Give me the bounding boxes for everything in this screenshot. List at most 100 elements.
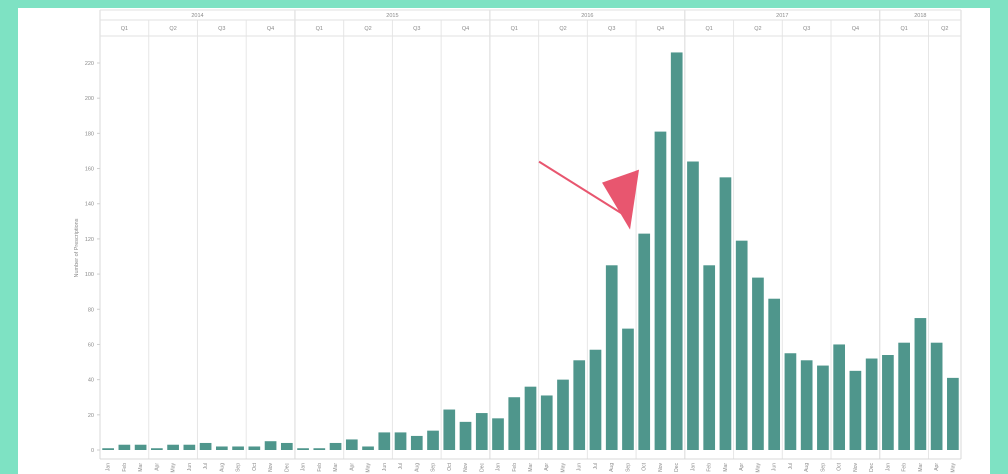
bar [118, 444, 131, 450]
x-tick-label: Feb [902, 463, 908, 472]
bar [215, 446, 228, 450]
quarter-label: Q4 [462, 26, 469, 32]
bar [427, 430, 439, 450]
bar [232, 446, 244, 450]
bar [784, 353, 797, 450]
prescriptions-bar-chart: Q1 Q2 Q3 Q4 2014 Q1 Q2 Q3 Q4 2015 Q1 Q2 Q3 Q4 2016 Q1 Q2… [74, 9, 962, 472]
x-tick-label: Nov [463, 463, 469, 472]
x-tick-label: Sep [431, 463, 437, 472]
bar [654, 131, 667, 450]
bar [443, 409, 456, 450]
x-tick-label: Apr [349, 463, 355, 471]
bar [264, 441, 277, 450]
column-header: Q1 Q2 Q3 Q4 2014 Q1 Q2 Q3 Q4 2015 Q1 Q2 Q3 Q4 2016 Q1 Q2… [100, 9, 961, 37]
bar [199, 442, 212, 450]
x-tick-label: Mar [138, 463, 144, 472]
quarter-label: Q4 [267, 26, 274, 32]
year-label: 2015 [386, 13, 398, 19]
x-tick-label: Nov [658, 463, 664, 472]
y-tick-label: 100 [85, 272, 94, 278]
bar [800, 360, 813, 450]
x-tick-label: Mar [333, 463, 339, 472]
bar [248, 446, 261, 450]
bar [752, 277, 764, 450]
bar [134, 444, 147, 450]
bar [898, 342, 910, 450]
x-tick-label: Oct [252, 462, 258, 470]
x-tick-label: Sep [625, 463, 631, 472]
x-tick-label: Mar [918, 463, 924, 472]
bar [394, 432, 407, 450]
x-tick-label: Jan [885, 463, 891, 471]
x-tick-label: Jan [496, 463, 502, 471]
arrow-head [602, 169, 640, 230]
x-tick-label: Apr [739, 463, 745, 471]
annotation [538, 160, 640, 230]
bars [102, 52, 959, 450]
bar [410, 435, 423, 450]
bar [362, 446, 374, 450]
year-label: 2014 [191, 13, 203, 19]
quarter-label: Q2 [754, 26, 761, 32]
bar [703, 265, 716, 450]
bar [605, 265, 618, 450]
x-tick-label: Jul [788, 463, 794, 469]
bar [914, 318, 927, 450]
arrow-shaft [538, 160, 623, 215]
bar [849, 370, 862, 450]
bar [167, 444, 179, 450]
x-tick-label: Jul [398, 463, 404, 469]
quarter-label: Q2 [941, 26, 948, 32]
year-label: 2018 [914, 13, 926, 19]
bar [540, 395, 553, 450]
bar [768, 298, 781, 450]
y-axis-title: Number of Prescriptions [74, 218, 80, 277]
y-tick-label: 180 [85, 131, 94, 137]
bar [459, 421, 472, 450]
bar [622, 328, 634, 450]
bar [329, 442, 342, 450]
x-tick-label: Nov [268, 463, 274, 472]
y-axis: Number of Prescriptions 0 20 40 60 80 100 120 1… [74, 61, 100, 454]
x-tick-label: Apr [934, 463, 940, 471]
x-tick-label: Apr [154, 463, 160, 471]
x-tick-label: Aug [804, 463, 810, 472]
gridlines [99, 10, 962, 460]
quarter-label: Q1 [900, 26, 907, 32]
x-tick-label: Feb [707, 463, 713, 472]
bar [947, 377, 959, 450]
quarter-label: Q1 [706, 26, 713, 32]
x-tick-label: Sep [236, 463, 242, 472]
y-tick-label: 200 [85, 96, 94, 102]
bar [687, 161, 699, 450]
x-tick-label: Jun [577, 463, 583, 471]
y-tick-label: 0 [91, 448, 94, 454]
x-axis: Jan Feb Mar Apr May Jun Jul Aug Sep Oct Nov Dec Jan F… [106, 462, 957, 472]
x-tick-label: Feb [317, 463, 323, 472]
bar [930, 342, 943, 450]
bar [151, 448, 163, 450]
x-tick-label: Jun [382, 463, 388, 471]
x-tick-label: May [560, 463, 566, 473]
quarter-label: Q1 [511, 26, 518, 32]
y-tick-label: 220 [85, 61, 94, 67]
bar [297, 448, 309, 450]
bar [524, 386, 537, 450]
x-tick-label: Oct [447, 462, 453, 470]
bar [557, 379, 569, 450]
x-tick-label: Jul [203, 463, 209, 469]
quarter-label: Q4 [852, 26, 859, 32]
quarter-label: Q4 [657, 26, 664, 32]
x-tick-label: Oct [837, 462, 843, 470]
bar [508, 397, 521, 450]
year-label: 2017 [776, 13, 788, 19]
x-tick-label: Jun [187, 463, 193, 471]
y-tick-label: 40 [88, 378, 94, 384]
x-tick-label: Aug [414, 463, 420, 472]
bar [865, 358, 878, 450]
bar [492, 418, 504, 450]
bar [573, 360, 586, 450]
quarter-label: Q3 [803, 26, 810, 32]
chart-panel: Q1 Q2 Q3 Q4 2014 Q1 Q2 Q3 Q4 2015 Q1 Q2 Q3 Q4 2016 Q1 Q2… [18, 8, 990, 474]
x-tick-label: Sep [820, 463, 826, 472]
